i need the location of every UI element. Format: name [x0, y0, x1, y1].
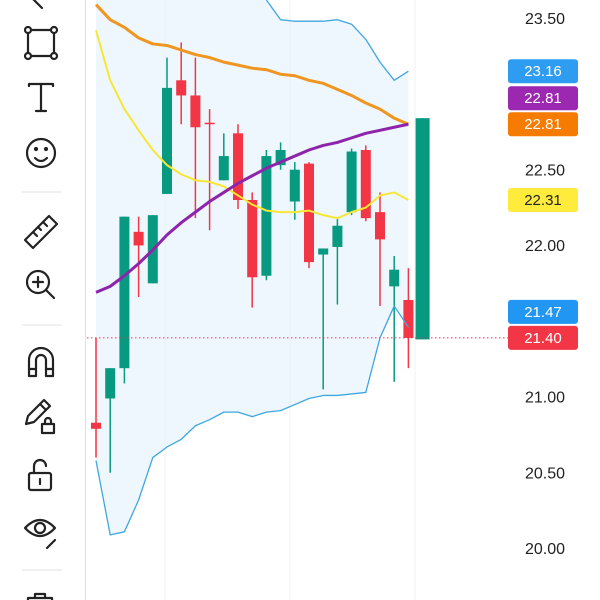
tool-ruler[interactable] [23, 214, 59, 250]
price-badge-label: 22.31 [524, 192, 562, 209]
candle-body [204, 122, 215, 125]
candle-body [162, 87, 172, 194]
plot-area [91, 0, 430, 600]
price-badge-label: 21.40 [524, 330, 562, 347]
price-badge-label: 22.81 [524, 90, 562, 107]
y-tick-label: 20.50 [525, 465, 565, 482]
price-badge [508, 112, 578, 137]
price-badge-label: 21.47 [524, 304, 562, 321]
tool-zoom[interactable] [25, 269, 56, 300]
tool-emoji[interactable] [25, 137, 57, 169]
indicator-line [95, 305, 409, 536]
candle-body [415, 118, 430, 340]
tool-lock[interactable] [27, 458, 53, 492]
candle-body [318, 248, 329, 255]
candle-body [360, 150, 371, 219]
candle-body [119, 216, 130, 369]
y-tick-label: 21.00 [525, 390, 565, 407]
price-badge [508, 188, 578, 212]
candle-body [403, 300, 414, 338]
candle-body [304, 163, 314, 263]
candle-body [289, 169, 300, 202]
candle-body [233, 133, 243, 200]
candle-body [261, 156, 272, 276]
indicator-line [95, 30, 409, 220]
candle-body [332, 225, 343, 247]
tool-magnet[interactable] [27, 346, 55, 378]
indicator-line [94, 3, 409, 126]
indicator-line [265, 0, 409, 81]
price-badge [508, 59, 578, 84]
tool-text[interactable] [27, 82, 55, 113]
candle-body [176, 80, 187, 96]
candle-body [389, 269, 400, 287]
candle-body [247, 200, 258, 278]
price-badge [508, 325, 578, 350]
candle-body [346, 151, 357, 213]
tool-draw-lock[interactable] [24, 398, 56, 435]
tool-visibility[interactable] [23, 518, 57, 550]
toolbar [22, 0, 86, 600]
candle-body [190, 95, 201, 128]
y-tick-label: 22.00 [525, 238, 565, 255]
tool-cursor[interactable] [32, 0, 44, 10]
price-badge [508, 86, 578, 111]
price-axis: 23.50 22.50 22.00 21.00 20.50 20.00 [525, 11, 565, 558]
candle-body [91, 422, 101, 429]
candle-body [375, 212, 385, 240]
tool-rectangle[interactable] [23, 25, 59, 61]
tool-briefcase[interactable] [26, 592, 54, 600]
y-tick-label: 20.00 [525, 541, 565, 558]
candle-body [275, 150, 286, 166]
candle-body [133, 231, 144, 246]
price-badge [508, 299, 578, 324]
y-tick-label: 23.50 [525, 11, 565, 28]
price-badge-label: 23.16 [524, 63, 562, 80]
indicator-line [95, 122, 409, 294]
candle-body [105, 368, 116, 399]
candle-body [218, 156, 229, 181]
price-badge-label: 22.81 [524, 116, 562, 133]
y-tick-label: 22.50 [525, 162, 565, 179]
